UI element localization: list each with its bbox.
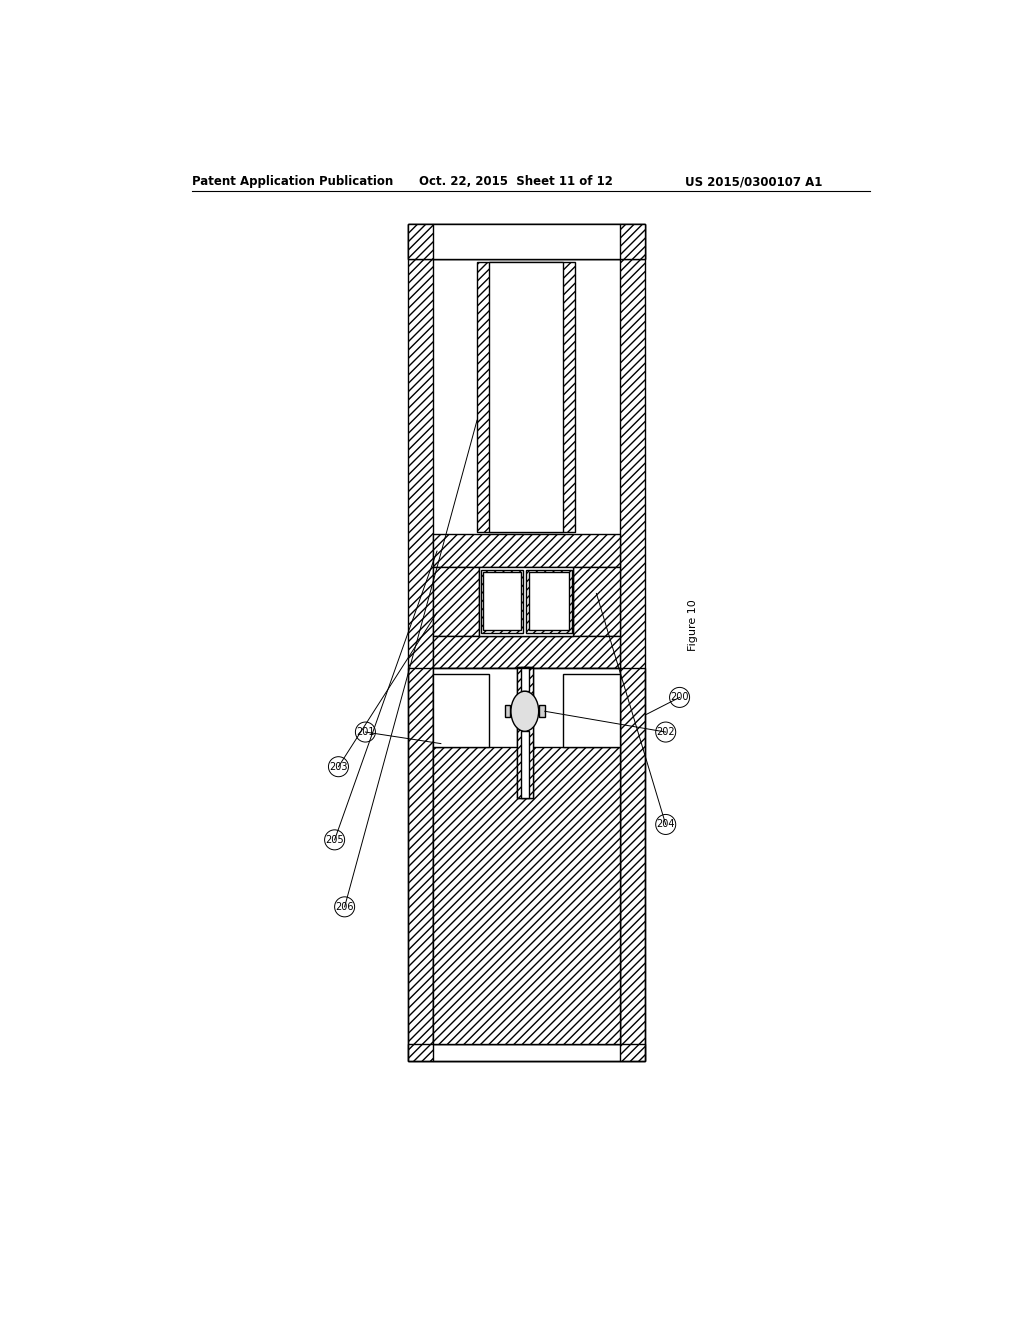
Bar	[433, 1044, 620, 1061]
Bar	[563, 675, 620, 747]
Bar	[488, 263, 563, 532]
Bar	[477, 263, 574, 532]
Text: Figure 10: Figure 10	[688, 599, 697, 651]
Text: 205: 205	[326, 834, 344, 845]
Bar	[408, 1044, 645, 1061]
Bar	[433, 636, 620, 668]
Bar	[483, 572, 521, 631]
Bar	[433, 224, 620, 259]
Text: Patent Application Publication: Patent Application Publication	[193, 176, 393, 189]
Bar	[433, 566, 479, 636]
Text: 200: 200	[671, 693, 689, 702]
Bar	[517, 667, 532, 797]
Text: 204: 204	[656, 820, 675, 829]
Text: Oct. 22, 2015  Sheet 11 of 12: Oct. 22, 2015 Sheet 11 of 12	[419, 176, 613, 189]
Text: US 2015/0300107 A1: US 2015/0300107 A1	[685, 176, 822, 189]
Text: 201: 201	[356, 727, 375, 737]
Bar	[505, 705, 510, 718]
Bar	[479, 566, 573, 636]
Text: 206: 206	[336, 902, 354, 912]
Bar	[433, 668, 620, 1044]
Bar	[620, 224, 645, 1061]
Ellipse shape	[511, 692, 539, 731]
Bar	[433, 675, 489, 747]
Bar	[408, 668, 645, 1061]
Bar	[528, 572, 569, 631]
Bar	[573, 566, 620, 636]
Bar	[481, 570, 523, 632]
Bar	[540, 705, 545, 718]
Bar	[433, 535, 620, 566]
Bar	[433, 747, 620, 1044]
Text: 203: 203	[329, 762, 348, 772]
Bar	[408, 224, 433, 1061]
Bar	[521, 731, 528, 797]
Bar	[526, 570, 571, 632]
Text: 202: 202	[656, 727, 675, 737]
Bar	[517, 667, 532, 797]
Bar	[521, 667, 528, 692]
Bar	[408, 224, 645, 259]
Bar	[408, 224, 645, 259]
